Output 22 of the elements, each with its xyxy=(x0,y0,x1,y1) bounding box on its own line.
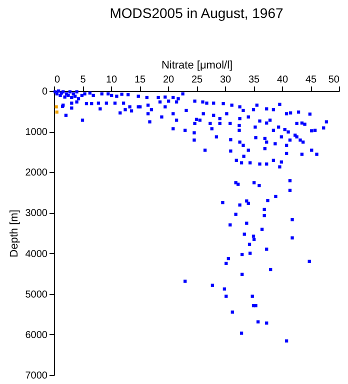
x-tick-label: 35 xyxy=(248,74,260,86)
y-tick-label: 2000 xyxy=(25,168,48,179)
x-tick-label: 50 xyxy=(328,74,340,86)
y-axis-title: Depth [m] xyxy=(8,210,20,258)
y-tick-label: 1000 xyxy=(25,127,48,138)
x-tick-label: 15 xyxy=(134,74,146,86)
x-tick-label: 25 xyxy=(191,74,203,86)
y-tick-label: 3000 xyxy=(25,208,48,220)
chart-title: MODS2005 in August, 1967 xyxy=(110,5,284,21)
x-tick-label: 45 xyxy=(305,74,317,86)
x-tick-label: 0 xyxy=(54,74,60,86)
x-tick-label: 20 xyxy=(162,74,174,86)
y-tick-label: 5000 xyxy=(25,289,48,300)
x-tick-label: 5 xyxy=(80,74,86,86)
y-tick-label: 6000 xyxy=(25,330,48,341)
x-tick-label: 30 xyxy=(220,74,232,86)
x-axis-title: Nitrate [μmol/l] xyxy=(161,60,233,72)
x-tick-label: 10 xyxy=(106,74,118,86)
y-tick-label: 0 xyxy=(42,86,48,98)
y-tick-label: 4000 xyxy=(25,248,48,260)
y-tick-label: 7000 xyxy=(25,370,48,382)
x-tick-label: 40 xyxy=(276,74,288,86)
